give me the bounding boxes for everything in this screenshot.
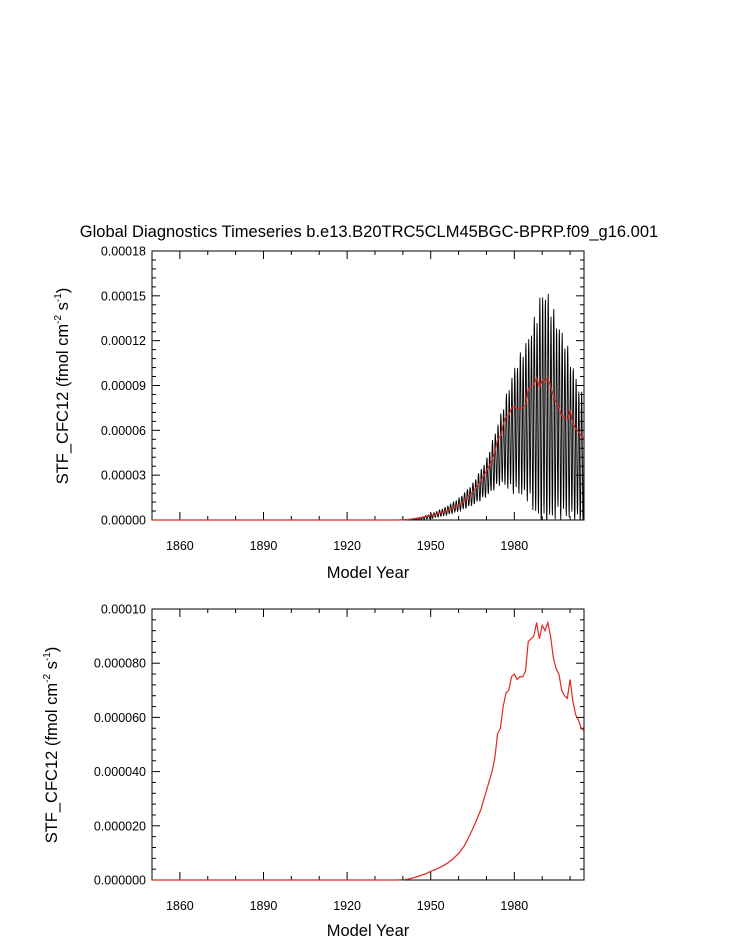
y-tick-label: 0.000020	[94, 819, 146, 833]
plot-frame	[151, 608, 585, 881]
x-tick-label: 1920	[333, 539, 361, 553]
series-layer	[152, 293, 585, 521]
x-tick-label: 1950	[417, 539, 445, 553]
y-tick-label: 0.000080	[94, 657, 146, 671]
x-tick-label: 1920	[333, 899, 361, 913]
y-axis-label-main: STF_CFC12 (fmol cm	[54, 324, 72, 484]
y-tick-label: 0.00000	[101, 514, 146, 528]
chart-bottom-panel: 1860 1890 1920 1950 1980 0.0000000.0000200.0…	[42, 603, 585, 940]
chart-top-panel: 1860 1890 1920 1950 1980 0.000000.000030.000…	[53, 245, 585, 582]
y-axis-label: STF_CFC12 (fmol cm-2 s-1)	[42, 647, 61, 844]
series-monthly-line	[152, 293, 585, 521]
y-axis-label-main: STF_CFC12 (fmol cm	[43, 683, 61, 843]
figure-title: Global Diagnostics Timeseries b.e13.B20T…	[80, 223, 658, 241]
y-axis-label-sup1: -2	[53, 315, 64, 324]
x-tick-labels: 1860 1890 1920 1950 1980	[166, 899, 528, 913]
axis-ticks	[152, 250, 584, 521]
x-axis-label: Model Year	[327, 564, 410, 582]
y-axis-label-end: )	[43, 647, 61, 653]
y-axis-label-sup2: -1	[42, 652, 53, 661]
y-axis-label-mid: s	[54, 302, 72, 315]
x-tick-label: 1860	[166, 899, 194, 913]
y-tick-label: 0.00003	[101, 469, 146, 483]
x-tick-label: 1890	[250, 539, 278, 553]
x-tick-label: 1950	[417, 899, 445, 913]
x-axis-label: Model Year	[327, 922, 410, 940]
y-tick-label: 0.00012	[101, 334, 146, 348]
series-annual-line	[152, 620, 585, 881]
y-axis-label-end: )	[54, 288, 72, 294]
x-tick-label: 1980	[500, 899, 528, 913]
y-tick-label: 0.00015	[101, 289, 146, 303]
x-tick-label: 1890	[250, 899, 278, 913]
y-tick-label: 0.00010	[101, 603, 146, 617]
y-tick-label: 0.00006	[101, 424, 146, 438]
y-tick-label: 0.000040	[94, 765, 146, 779]
x-tick-label: 1980	[500, 539, 528, 553]
y-tick-label: 0.000000	[94, 874, 146, 888]
y-axis-label-sup2: -1	[53, 293, 64, 302]
y-tick-label: 0.000060	[94, 711, 146, 725]
y-axis-label-mid: s	[43, 661, 61, 674]
y-tick-label: 0.00018	[101, 245, 146, 259]
x-tick-labels: 1860 1890 1920 1950 1980	[166, 539, 528, 553]
series-annual-line	[152, 376, 585, 521]
axis-ticks	[152, 608, 584, 881]
series-layer	[152, 620, 585, 881]
y-tick-label: 0.00009	[101, 379, 146, 393]
y-tick-labels: 0.000000 0.000020 0.000040 0.000060 0.000080…	[94, 603, 146, 888]
y-axis-label-sup1: -2	[42, 674, 53, 683]
y-tick-labels: 0.00000 0.00003 0.00006 0.00009 0.00012 0.000…	[101, 245, 146, 528]
x-tick-label: 1860	[166, 539, 194, 553]
y-axis-label: STF_CFC12 (fmol cm-2 s-1)	[53, 288, 72, 485]
